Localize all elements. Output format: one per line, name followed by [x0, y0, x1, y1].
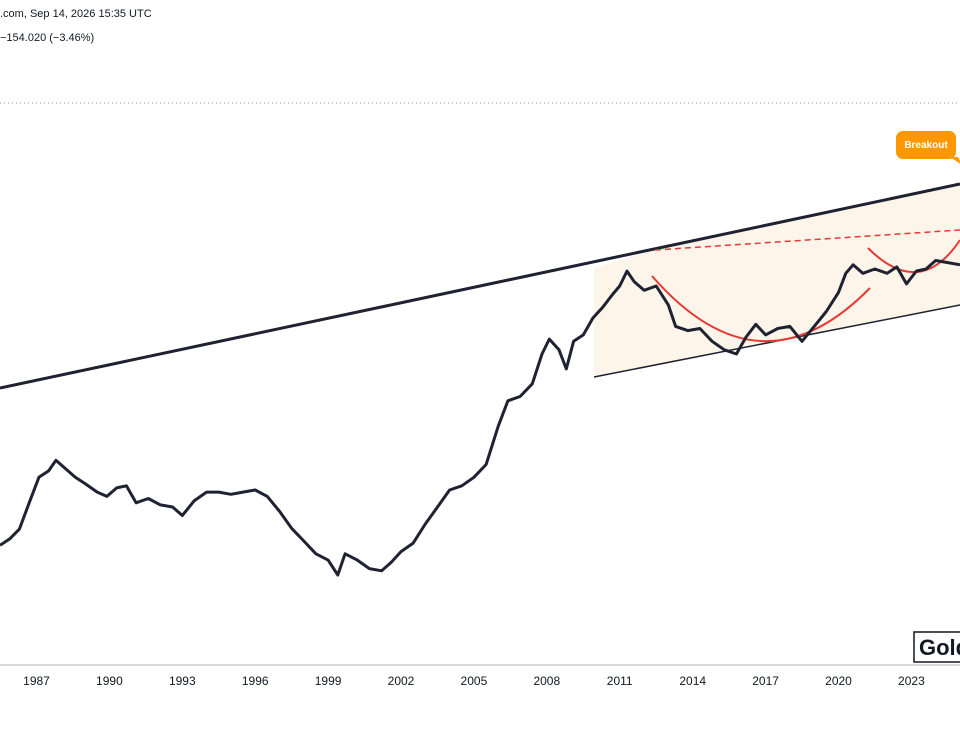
breakout-label: Breakout [904, 140, 948, 151]
cup-pattern-arc [651, 275, 871, 343]
resistance-dashed-line [654, 229, 960, 251]
breakout-annotation: Breakout [896, 131, 960, 164]
x-tick-label: 1987 [23, 674, 50, 688]
chart-header-change: −154.020 (−3.46%) [0, 32, 95, 44]
watermark-logo: Gold [913, 631, 960, 663]
x-tick-label: 2005 [461, 674, 488, 688]
x-tick-label: 1990 [96, 674, 123, 688]
x-tick-label: 2002 [388, 674, 415, 688]
x-tick-label: 2023 [898, 674, 925, 688]
x-axis-ticks: 1987 1990 1993 1996 1999 2002 2005 2008 2011 2014… [23, 674, 925, 688]
x-tick-label: 2017 [752, 674, 779, 688]
x-tick-label: 1996 [242, 674, 269, 688]
x-tick-label: 2008 [533, 674, 560, 688]
breakout-badge-pointer [950, 157, 960, 164]
watermark-text: Gold [919, 635, 960, 660]
breakout-badge [896, 131, 956, 159]
long-term-trendline [0, 182, 960, 390]
x-tick-label: 2011 [607, 674, 633, 688]
price-series-line [0, 259, 960, 577]
x-tick-label: 2014 [679, 674, 706, 688]
chart-header-timestamp: .com, Sep 14, 2026 15:35 UTC [0, 8, 152, 20]
x-tick-label: 1999 [315, 674, 342, 688]
x-tick-label: 2020 [825, 674, 852, 688]
x-tick-label: 1993 [169, 674, 196, 688]
